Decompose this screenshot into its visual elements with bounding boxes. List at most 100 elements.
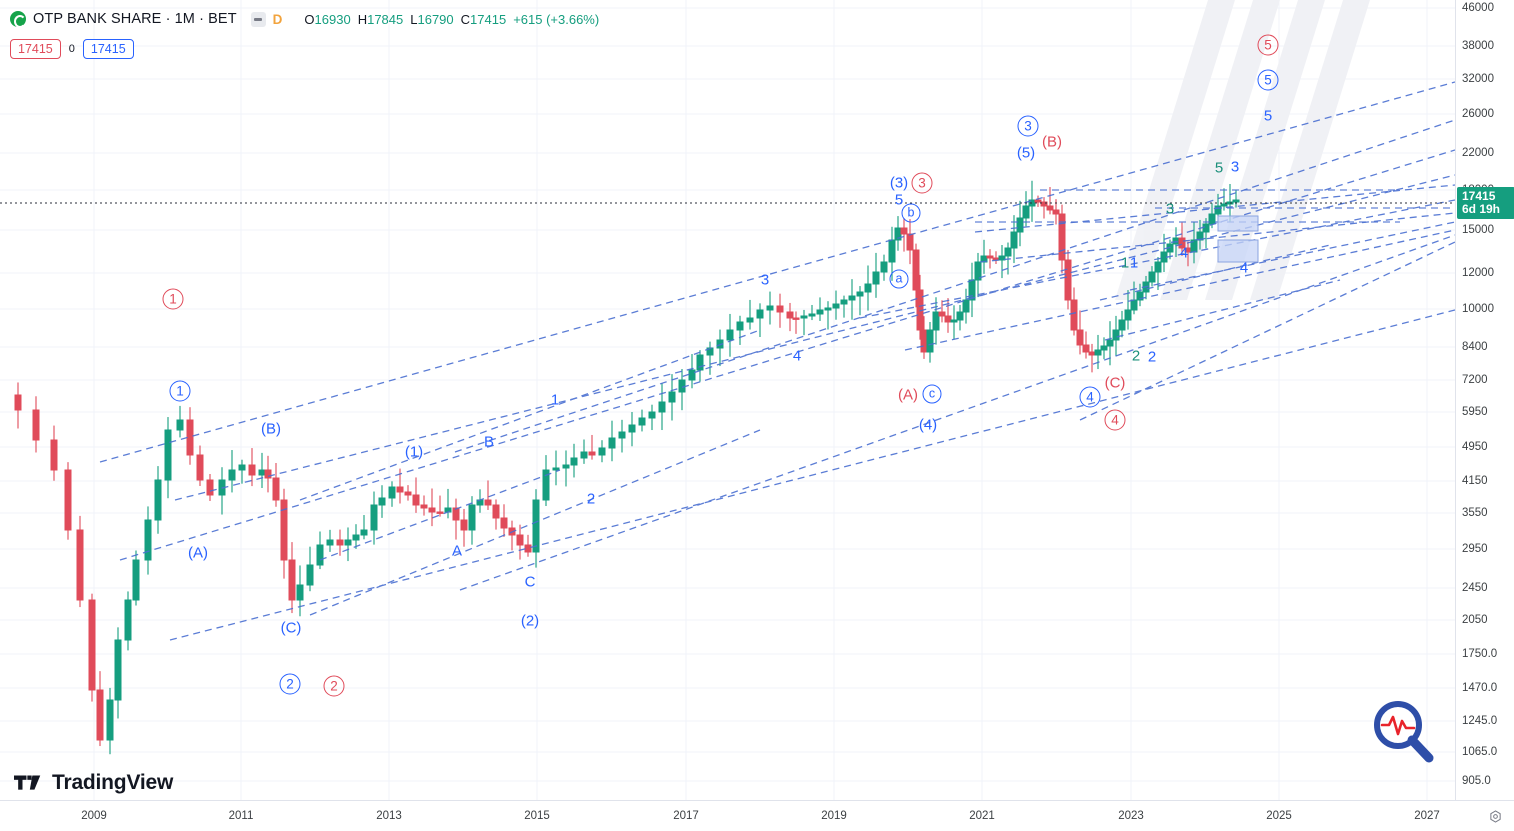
candle-body xyxy=(1034,199,1042,203)
candle-body xyxy=(932,311,940,331)
clock-icon[interactable] xyxy=(1489,810,1502,823)
candle-body xyxy=(370,504,378,531)
current-price-badge[interactable]: 17415 6d 19h xyxy=(1457,187,1514,219)
minus-icon[interactable] xyxy=(250,11,266,27)
candle-body xyxy=(288,559,296,601)
chart-plot-area[interactable] xyxy=(0,0,1455,800)
chip-value-left[interactable]: 17415 xyxy=(10,39,61,59)
candle-body xyxy=(14,394,22,411)
price-tick: 2950 xyxy=(1462,543,1488,555)
ohlc-values: O16930 H17845 L16790 C17415 +615 (+3.66%) xyxy=(304,12,599,27)
candle-body xyxy=(1058,213,1066,261)
candle-body xyxy=(856,291,864,297)
otp-bank-logo-icon xyxy=(10,11,26,28)
candle-body xyxy=(998,255,1006,261)
candle-body xyxy=(628,424,636,433)
candle-body xyxy=(832,303,840,309)
candle-body xyxy=(412,494,420,506)
candle-body xyxy=(96,689,104,741)
chip-value-right[interactable]: 17415 xyxy=(82,39,134,59)
candle-body xyxy=(296,584,304,601)
tradingview-watermark-text: TradingView xyxy=(52,771,174,794)
candle-body xyxy=(580,451,588,459)
candle-body xyxy=(648,411,656,419)
price-tick: 1065.0 xyxy=(1462,746,1498,758)
candle-body xyxy=(32,409,40,441)
candle-body xyxy=(638,417,646,426)
candle-body xyxy=(974,261,982,281)
candle-body xyxy=(344,539,352,546)
candle-body xyxy=(206,479,214,496)
price-tick: 7200 xyxy=(1462,374,1488,386)
candle-body xyxy=(388,486,396,499)
candle-body xyxy=(926,329,934,353)
candle-body xyxy=(360,529,368,536)
time-tick: 2023 xyxy=(1118,810,1144,822)
ohlc-change: +615 (+3.66%) xyxy=(513,11,600,27)
candle-body xyxy=(1088,351,1096,356)
candle-body xyxy=(986,255,994,259)
candle-body xyxy=(1046,205,1054,211)
candle-body xyxy=(238,464,246,471)
price-tick: 8400 xyxy=(1462,341,1488,353)
candle-body xyxy=(1070,299,1078,331)
price-tick: 905.0 xyxy=(1462,775,1491,787)
tradingview-watermark: TradingView xyxy=(14,771,173,795)
candle-body xyxy=(176,419,184,431)
price-tick: 26000 xyxy=(1462,108,1494,120)
candle-body xyxy=(1184,247,1192,253)
candle-body xyxy=(598,447,606,456)
chip-value-middle: 0 xyxy=(68,43,75,55)
price-tick: 22000 xyxy=(1462,147,1494,159)
candle-body xyxy=(588,451,596,456)
candle-body xyxy=(280,499,288,561)
candle-body xyxy=(1004,247,1012,257)
price-tick: 15000 xyxy=(1462,224,1494,236)
candle-body xyxy=(154,479,162,521)
ohlc-open-label: O xyxy=(304,11,315,27)
candle-body xyxy=(1022,205,1030,219)
candle-body xyxy=(736,321,744,331)
candle-body xyxy=(1016,217,1024,233)
price-axis[interactable]: 4600038000320002600022000180001500012000… xyxy=(1455,0,1514,800)
time-tick: 2015 xyxy=(524,810,550,822)
magnifier-pulse-icon xyxy=(1368,696,1440,773)
symbol-title[interactable]: OTP BANK SHARE · 1M · BET xyxy=(33,11,237,27)
price-tick: 4950 xyxy=(1462,441,1488,453)
candle-body xyxy=(900,227,908,235)
interval-badge[interactable]: D xyxy=(272,11,283,27)
candle-body xyxy=(848,295,856,301)
candle-body xyxy=(618,431,626,439)
price-tick: 12000 xyxy=(1462,267,1494,279)
time-tick: 2009 xyxy=(81,810,107,822)
trend-channel-lines xyxy=(99,81,1455,641)
price-tick: 1245.0 xyxy=(1462,715,1498,727)
candle-body xyxy=(962,299,970,313)
candle-body xyxy=(1172,237,1180,245)
candle-body xyxy=(352,534,360,541)
candle-body xyxy=(950,319,958,323)
ohlc-close-value: 17415 xyxy=(470,11,507,27)
price-tick: 5950 xyxy=(1462,406,1488,418)
candle-body xyxy=(306,564,314,586)
ohlc-low-value: 16790 xyxy=(417,11,454,27)
candle-body xyxy=(452,507,460,521)
time-axis[interactable]: 2009 2011 2013 2015 2017 2019 2021 2023 2025 2027 xyxy=(0,800,1514,831)
candle-body xyxy=(492,504,500,519)
candlestick-series xyxy=(14,180,1240,755)
candle-body xyxy=(552,467,560,471)
candle-body xyxy=(1082,344,1090,353)
price-tick: 2450 xyxy=(1462,582,1488,594)
candle-body xyxy=(776,305,784,313)
candle-body xyxy=(696,354,704,371)
candle-body xyxy=(144,519,152,561)
time-tick: 2021 xyxy=(969,810,995,822)
candle-body xyxy=(186,419,194,456)
candle-body xyxy=(1154,261,1162,273)
candle-body xyxy=(106,699,114,741)
candle-body xyxy=(258,469,266,476)
candle-body xyxy=(1094,349,1102,356)
horizontal-projection-lines xyxy=(975,189,1455,223)
candle-body xyxy=(800,315,808,319)
